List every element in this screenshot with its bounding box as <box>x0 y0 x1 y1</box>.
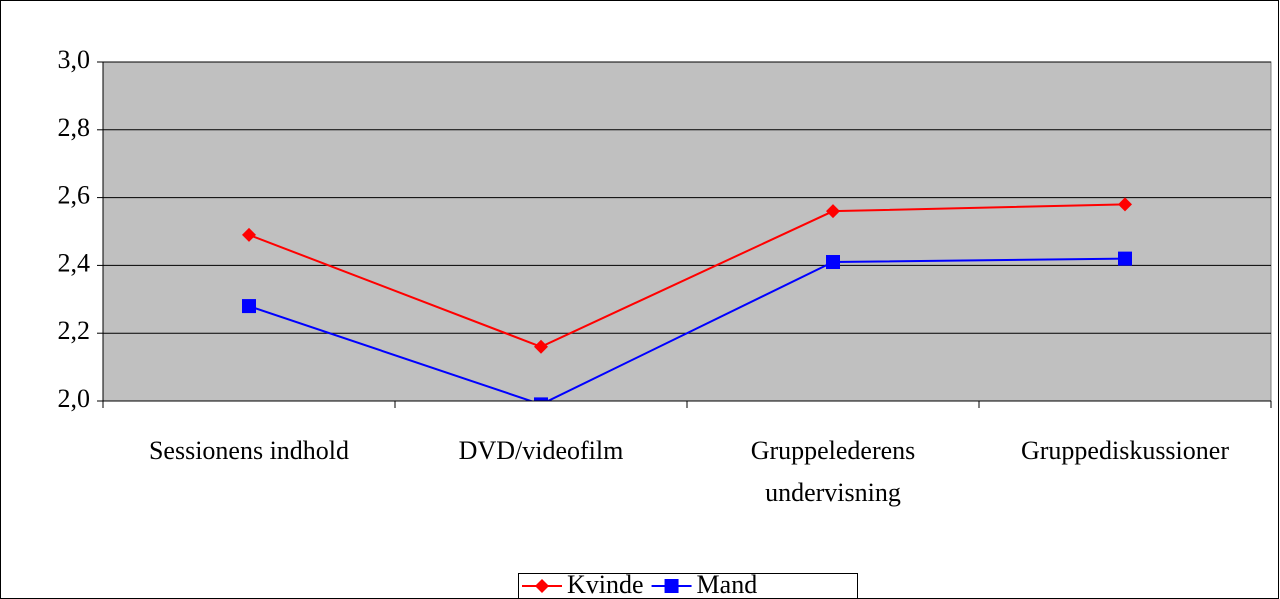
y-tick-label: 2,2 <box>58 316 91 345</box>
legend-label: Kvinde <box>567 570 644 599</box>
series-line <box>248 203 1126 348</box>
y-tick-label: 3,0 <box>58 45 91 74</box>
y-tick-label: 2,0 <box>58 384 91 413</box>
y-tick-label: 2,4 <box>58 248 91 277</box>
y-tick-label: 2,8 <box>58 113 91 142</box>
plot-area <box>102 61 1272 402</box>
marker <box>826 255 840 270</box>
y-tick-label: 2,6 <box>58 181 91 210</box>
legend-label: Mand <box>697 570 758 599</box>
marker <box>1118 251 1132 266</box>
legend-marker <box>664 579 679 593</box>
x-tick-label: Gruppediskussioner <box>1021 436 1229 465</box>
legend-marker <box>535 579 549 593</box>
marker <box>826 204 840 219</box>
x-tick-label: Gruppelederens undervisning <box>751 436 916 507</box>
series-line <box>248 257 1126 401</box>
marker <box>534 397 548 401</box>
marker <box>534 339 548 354</box>
x-tick-label: DVD/videofilm <box>459 436 624 465</box>
x-tick-label: Sessionens indhold <box>149 436 349 465</box>
marker <box>242 299 256 314</box>
marker <box>1118 197 1132 212</box>
plot <box>242 197 1132 401</box>
marker <box>242 227 256 242</box>
